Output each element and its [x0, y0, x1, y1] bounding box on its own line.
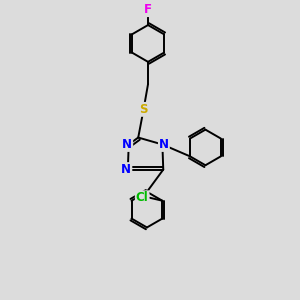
Text: N: N: [159, 138, 169, 151]
Text: N: N: [121, 163, 131, 176]
Text: N: N: [122, 138, 132, 151]
Text: Cl: Cl: [136, 191, 148, 204]
Text: S: S: [139, 103, 148, 116]
Text: F: F: [144, 3, 152, 16]
